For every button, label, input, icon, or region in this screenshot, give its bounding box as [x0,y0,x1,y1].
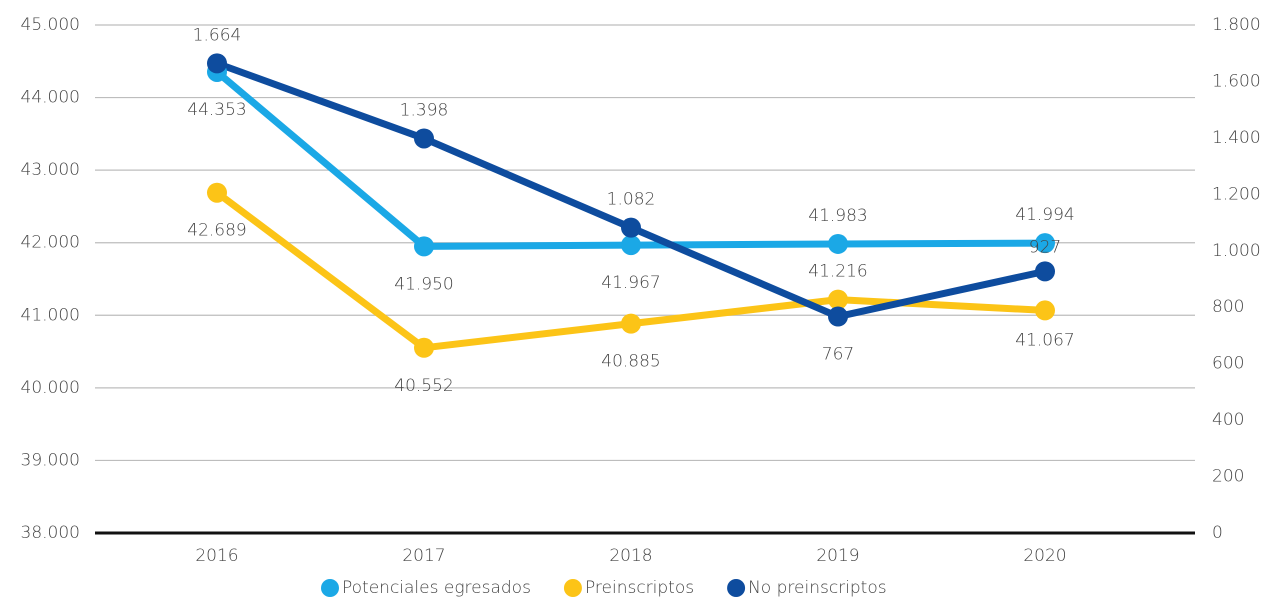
legend-label: Preinscriptos [585,578,694,598]
y-tick-label: 42.000 [21,233,80,253]
y2-tick-label: 400 [1212,410,1244,430]
data-label: 41.950 [394,274,453,294]
marker [1035,261,1055,282]
data-label: 41.967 [601,273,660,293]
marker [414,236,434,257]
y-tick-label: 44.000 [21,88,80,108]
marker [828,233,848,254]
data-label: 1.398 [400,100,449,120]
data-label: 41.067 [1015,330,1074,350]
data-label: 42.689 [187,221,246,241]
x-tick-label: 2018 [609,546,652,566]
data-label: 40.552 [394,376,453,396]
legend-label: No preinscriptos [748,578,887,598]
data-label: 1.664 [193,25,242,45]
legend-marker [727,579,746,597]
x-tick-label: 2020 [1023,546,1066,566]
marker [414,128,434,149]
marker [828,289,848,310]
y2-tick-label: 0 [1212,523,1223,543]
x-tick-label: 2016 [195,546,238,566]
data-label: 1.082 [607,190,656,210]
y2-tick-label: 1.000 [1212,241,1261,261]
y2-tick-label: 1.800 [1212,15,1261,35]
marker [621,217,641,238]
y-tick-label: 43.000 [21,160,80,180]
legend-marker [563,579,582,597]
y2-tick-label: 200 [1212,467,1244,487]
y-tick-label: 41.000 [21,305,80,325]
data-label: 40.885 [601,352,660,372]
legend-marker [321,579,339,597]
marker [621,313,641,334]
marker [828,306,848,327]
y2-tick-label: 1.200 [1212,184,1261,204]
marker [207,182,227,203]
marker [621,235,641,256]
data-label: 927 [1029,237,1061,257]
marker [414,337,434,358]
x-tick-label: 2017 [402,546,445,566]
y2-tick-label: 600 [1212,354,1244,374]
y-tick-label: 40.000 [21,378,80,398]
data-label: 41.216 [808,262,867,282]
data-label: 41.983 [808,206,867,226]
marker [207,53,227,74]
y-tick-label: 38.000 [21,523,80,543]
marker [1035,233,1055,254]
y2-tick-label: 1.600 [1212,71,1261,91]
marker [1035,300,1055,321]
x-tick-label: 2019 [816,546,859,566]
y2-tick-label: 800 [1212,297,1244,317]
legend-label: Potenciales egresados [342,578,531,598]
data-label: 41.994 [1015,205,1074,225]
data-label: 44.353 [187,100,246,120]
y-tick-label: 45.000 [21,15,80,35]
data-label: 767 [822,345,854,365]
y-tick-label: 39.000 [21,450,80,470]
y2-tick-label: 1.400 [1212,128,1261,148]
